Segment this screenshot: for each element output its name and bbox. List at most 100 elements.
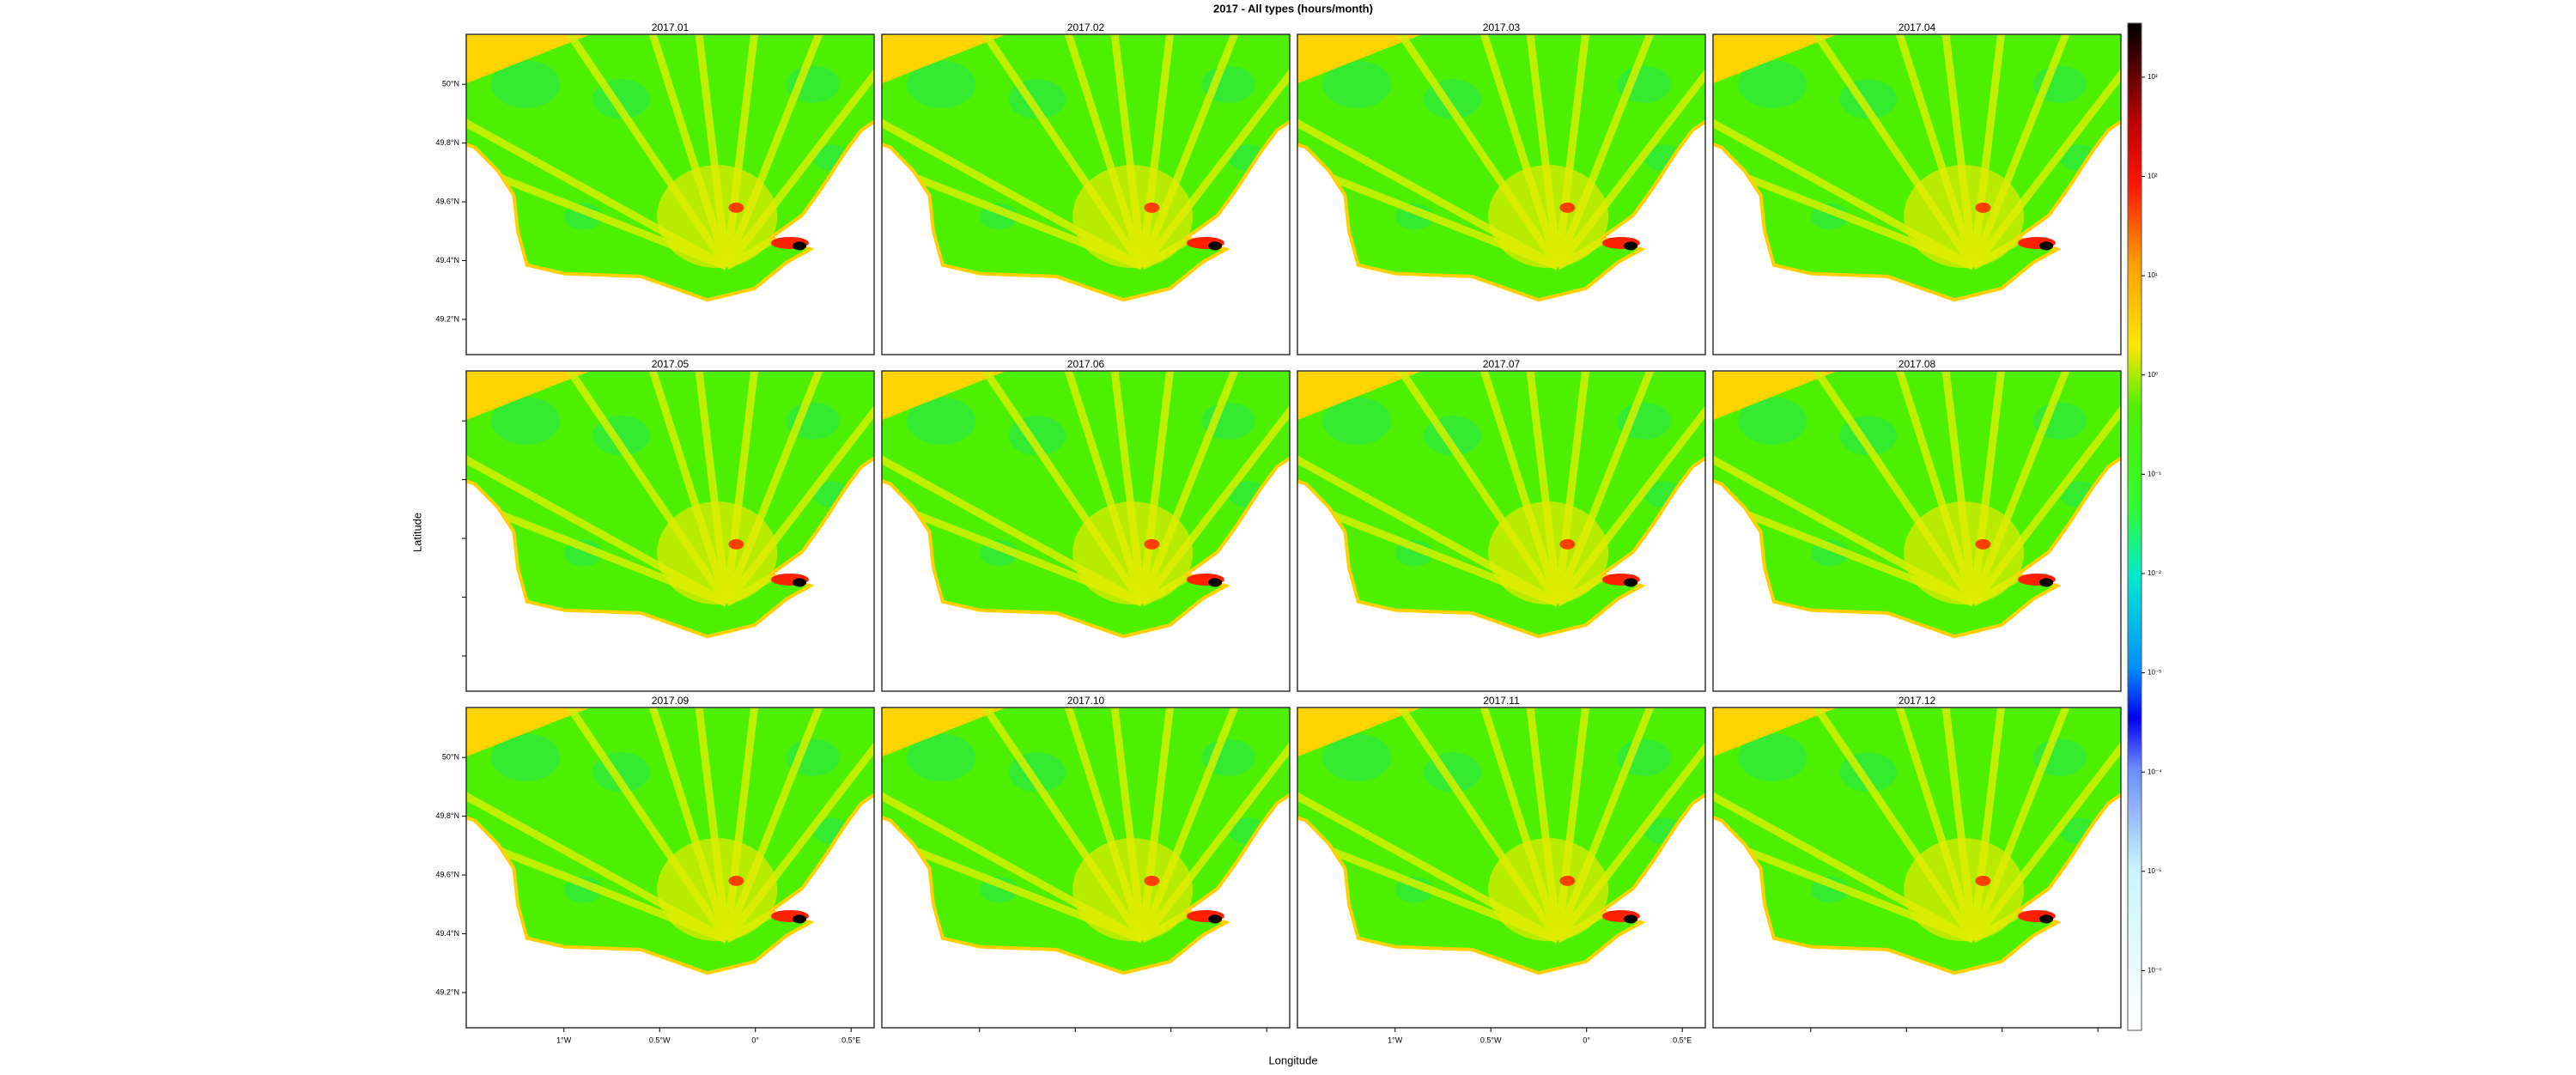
sea-zone — [1321, 397, 1392, 445]
x-tick-label: 1°W — [556, 1036, 572, 1044]
panel-frame — [1297, 370, 1706, 692]
sea-zone — [1321, 60, 1392, 108]
panel-title: 2017.07 — [1483, 358, 1521, 370]
hotspot — [2039, 914, 2054, 924]
y-tick-label: 50°N — [442, 753, 459, 762]
lane-band — [882, 371, 1006, 421]
panel-title: 2017.04 — [1899, 21, 1936, 33]
sea-zone — [490, 60, 561, 108]
lane-band — [466, 708, 591, 757]
colorbar-tick-label: 10³ — [2148, 73, 2158, 81]
colorbar-tick-label: 10² — [2148, 173, 2158, 180]
hotspot — [728, 875, 744, 886]
x-tick-label: 0.5°W — [1480, 1036, 1502, 1044]
colorbar-tick-label: 10⁻² — [2148, 569, 2161, 577]
panel-frame — [1297, 33, 1706, 355]
hotspot — [728, 202, 744, 213]
lane-band — [466, 34, 591, 84]
x-tick-label: 0° — [1583, 1036, 1590, 1044]
land — [466, 460, 874, 691]
hotspot — [1559, 875, 1576, 886]
sea-zone — [490, 397, 561, 445]
y-tick-label: 49.4°N — [435, 929, 459, 938]
y-tick-label: 49.8°N — [435, 138, 459, 147]
lane-hub — [1904, 501, 2025, 605]
colorbar-tick-label: 10⁻⁴ — [2148, 768, 2162, 775]
colorbar-tick-label: 10⁻¹ — [2148, 470, 2161, 477]
land — [1713, 460, 2121, 691]
y-tick-label: 50°N — [442, 80, 459, 88]
colorbar-tick-label: 10¹ — [2148, 271, 2158, 279]
sea-zone — [1737, 733, 1807, 781]
y-axis-label: Latitude — [410, 513, 423, 552]
land — [882, 124, 1290, 355]
colorbar — [2127, 22, 2142, 1031]
lane-band — [1297, 34, 1422, 84]
lane-band — [1297, 371, 1422, 421]
map-panel — [1297, 708, 1705, 1028]
panel-frame — [1297, 707, 1706, 1029]
land — [1713, 124, 2121, 355]
sea-zone — [906, 60, 976, 108]
hotspot — [1144, 875, 1160, 886]
panel-frame — [465, 33, 875, 355]
lane-band — [1713, 371, 1838, 421]
panel-title: 2017.02 — [1067, 21, 1105, 33]
hotspot — [1559, 202, 1576, 213]
panel-frame — [465, 370, 875, 692]
hotspot — [1144, 202, 1160, 213]
lane-band — [1297, 708, 1422, 757]
panel-frame — [1712, 370, 2122, 692]
y-tick-label: 49.2°N — [435, 314, 459, 323]
hotspot — [1559, 538, 1576, 550]
sea-zone — [906, 397, 976, 445]
hotspot — [1975, 875, 1991, 886]
map-panel — [1297, 371, 1705, 691]
hotspot — [1624, 578, 1638, 587]
sea-zone — [1321, 733, 1392, 781]
sea-zone — [906, 733, 976, 781]
panel-title: 2017.11 — [1483, 695, 1520, 707]
lane-band — [1713, 34, 1838, 84]
figure-title: 2017 - All types (hours/month) — [1213, 2, 1373, 15]
sea-zone — [1737, 397, 1807, 445]
hotspot — [1208, 914, 1223, 924]
hotspot — [1208, 578, 1223, 587]
hotspot — [793, 241, 807, 251]
land — [1297, 124, 1705, 355]
land — [466, 797, 874, 1028]
map-panel — [466, 371, 874, 691]
hotspot — [1624, 914, 1638, 924]
hotspot — [793, 914, 807, 924]
lane-hub — [657, 165, 778, 269]
map-panel — [1713, 708, 2121, 1028]
panel-title: 2017.10 — [1067, 695, 1105, 707]
hotspot — [2039, 241, 2054, 251]
panel-title: 2017.08 — [1899, 358, 1936, 370]
lane-hub — [1072, 501, 1194, 605]
land — [466, 124, 874, 355]
map-panel — [1713, 371, 2121, 691]
x-tick-label: 0.5°W — [649, 1036, 671, 1044]
x-tick-label: 0.5°E — [1673, 1036, 1692, 1044]
map-panel — [882, 708, 1290, 1028]
hotspot — [1208, 241, 1223, 251]
hotspot — [1975, 538, 1991, 550]
hotspot — [1144, 538, 1160, 550]
lane-hub — [1488, 838, 1609, 942]
sea-zone — [1737, 60, 1807, 108]
lane-hub — [1072, 165, 1194, 269]
x-tick-label: 1°W — [1388, 1036, 1403, 1044]
land — [1297, 797, 1705, 1028]
panel-title: 2017.03 — [1483, 21, 1521, 33]
lane-hub — [657, 838, 778, 942]
hotspot — [2039, 578, 2054, 587]
map-panel — [1297, 34, 1705, 355]
sea-zone — [490, 733, 561, 781]
y-tick-label: 49.8°N — [435, 811, 459, 820]
panel-frame — [881, 33, 1291, 355]
land — [1713, 797, 2121, 1028]
hotspot — [793, 578, 807, 587]
land — [882, 797, 1290, 1028]
